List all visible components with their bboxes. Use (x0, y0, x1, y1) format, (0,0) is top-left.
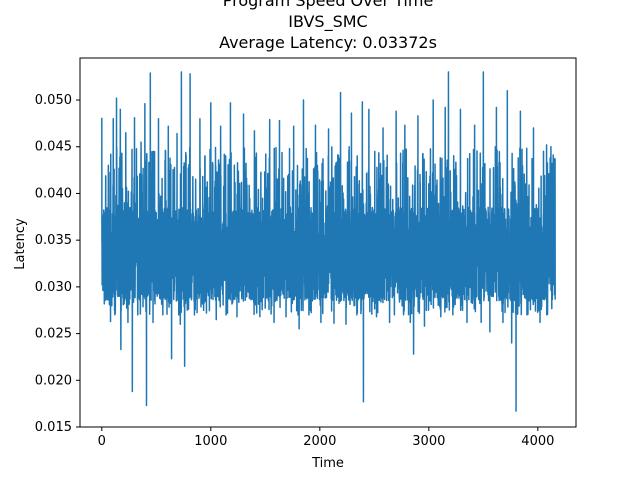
y-axis-label: Latency (13, 218, 28, 270)
axes-frame (79, 57, 577, 428)
chart-title-line-2: IBVS_SMC (288, 12, 367, 32)
x-tick-label: 2000 (303, 434, 336, 449)
x-axis-ticks: 0 1000 2000 3000 4000 (98, 427, 554, 449)
series-layer (101, 71, 556, 412)
y-tick-label: 0.035 (35, 233, 72, 248)
y-tick-label: 0.050 (35, 93, 72, 108)
y-tick-label: 0.020 (35, 373, 72, 388)
y-tick-label: 0.030 (35, 280, 72, 295)
x-tick-label: 0 (98, 434, 106, 449)
x-tick-label: 3000 (412, 434, 445, 449)
y-tick-label: 0.045 (35, 140, 72, 155)
y-tick-label: 0.025 (35, 327, 72, 342)
y-axis-ticks: 0.015 0.020 0.025 0.030 0.035 0.040 0.045 0.050 (35, 93, 80, 435)
x-axis-label: Time (311, 456, 344, 471)
x-tick-label: 4000 (521, 434, 554, 449)
x-tick-label: 1000 (194, 434, 227, 449)
y-tick-label: 0.015 (35, 420, 72, 435)
y-tick-label: 0.040 (35, 186, 72, 201)
chart-title-line-1: Program Speed Over Time (223, 0, 434, 10)
latency-series-line (101, 71, 556, 412)
chart-title-line-3: Average Latency: 0.03372s (219, 33, 437, 52)
